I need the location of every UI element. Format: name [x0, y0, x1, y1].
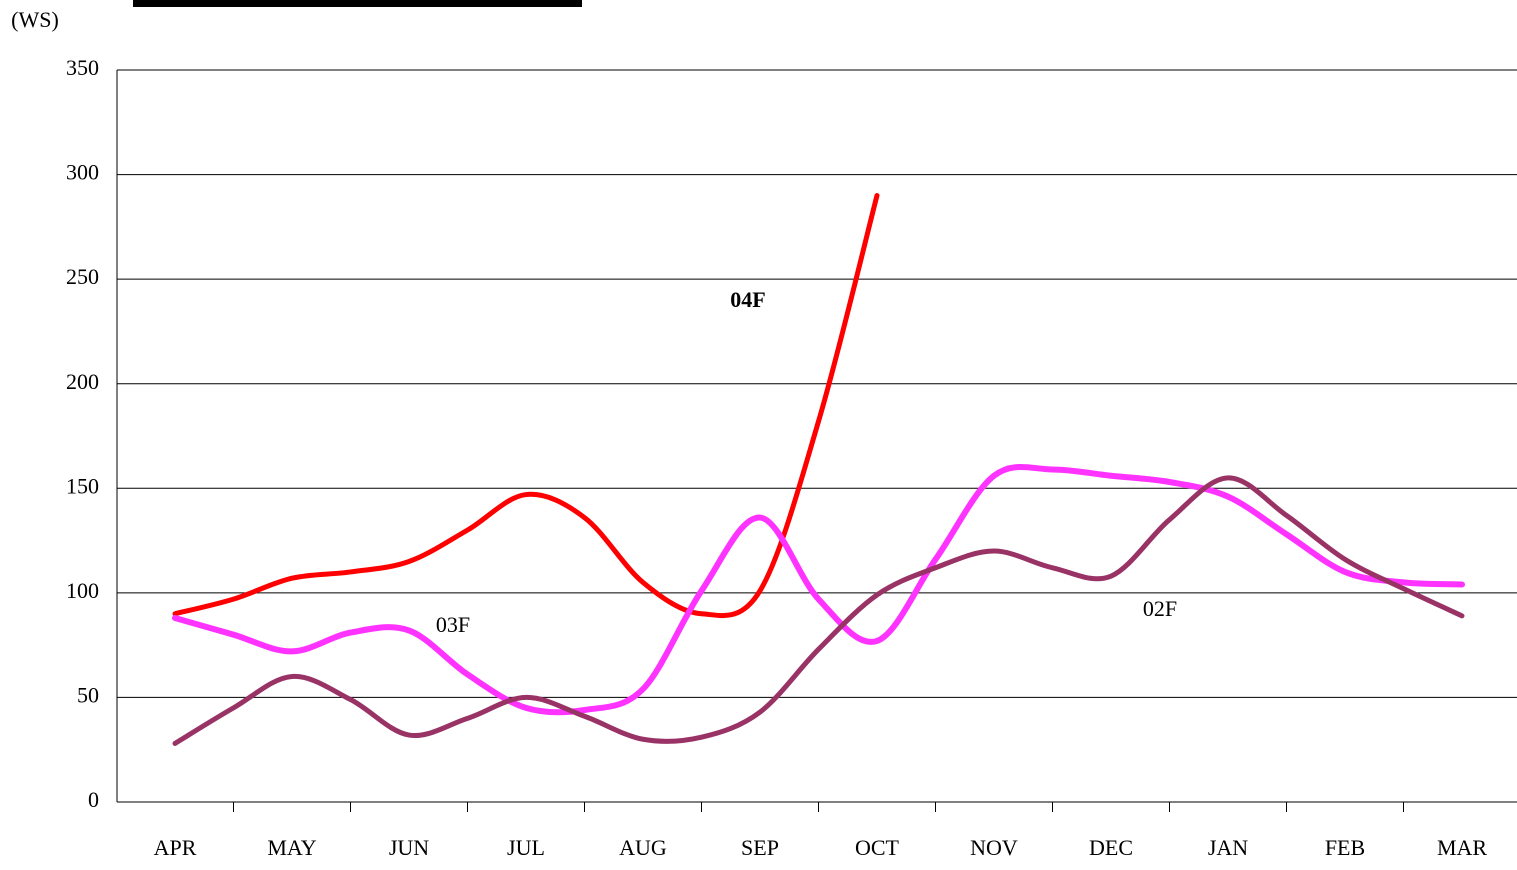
- x-tick-label: MAY: [267, 835, 316, 860]
- x-tick-label: DEC: [1089, 835, 1133, 860]
- x-tick-label: OCT: [855, 835, 900, 860]
- y-tick-label: 200: [66, 369, 99, 394]
- series-annotation: 03F: [436, 612, 470, 637]
- x-tick-label: FEB: [1325, 835, 1365, 860]
- x-tick-label: AUG: [619, 835, 667, 860]
- y-tick-label: 150: [66, 473, 99, 498]
- series-annotation: 02F: [1143, 596, 1177, 621]
- x-tick-label: NOV: [970, 835, 1018, 860]
- y-tick-label: 100: [66, 578, 99, 603]
- series-line: [172, 463, 1465, 716]
- x-tick-label: JAN: [1208, 835, 1248, 860]
- x-tick-label: SEP: [741, 835, 779, 860]
- y-tick-label: 300: [66, 160, 99, 185]
- y-tick-label: 0: [88, 787, 99, 812]
- series-annotation: 04F: [730, 287, 765, 312]
- y-tick-label: 350: [66, 55, 99, 80]
- series-line: [172, 475, 1465, 746]
- series-line: [172, 192, 880, 619]
- y-axis-label: (WS): [11, 7, 59, 32]
- x-tick-label: JUN: [389, 835, 429, 860]
- x-tick-label: APR: [154, 835, 197, 860]
- x-tick-label: MAR: [1437, 835, 1487, 860]
- x-tick-label: JUL: [507, 835, 545, 860]
- redacted-title: [133, 0, 582, 7]
- y-tick-label: 250: [66, 264, 99, 289]
- y-tick-label: 50: [77, 682, 99, 707]
